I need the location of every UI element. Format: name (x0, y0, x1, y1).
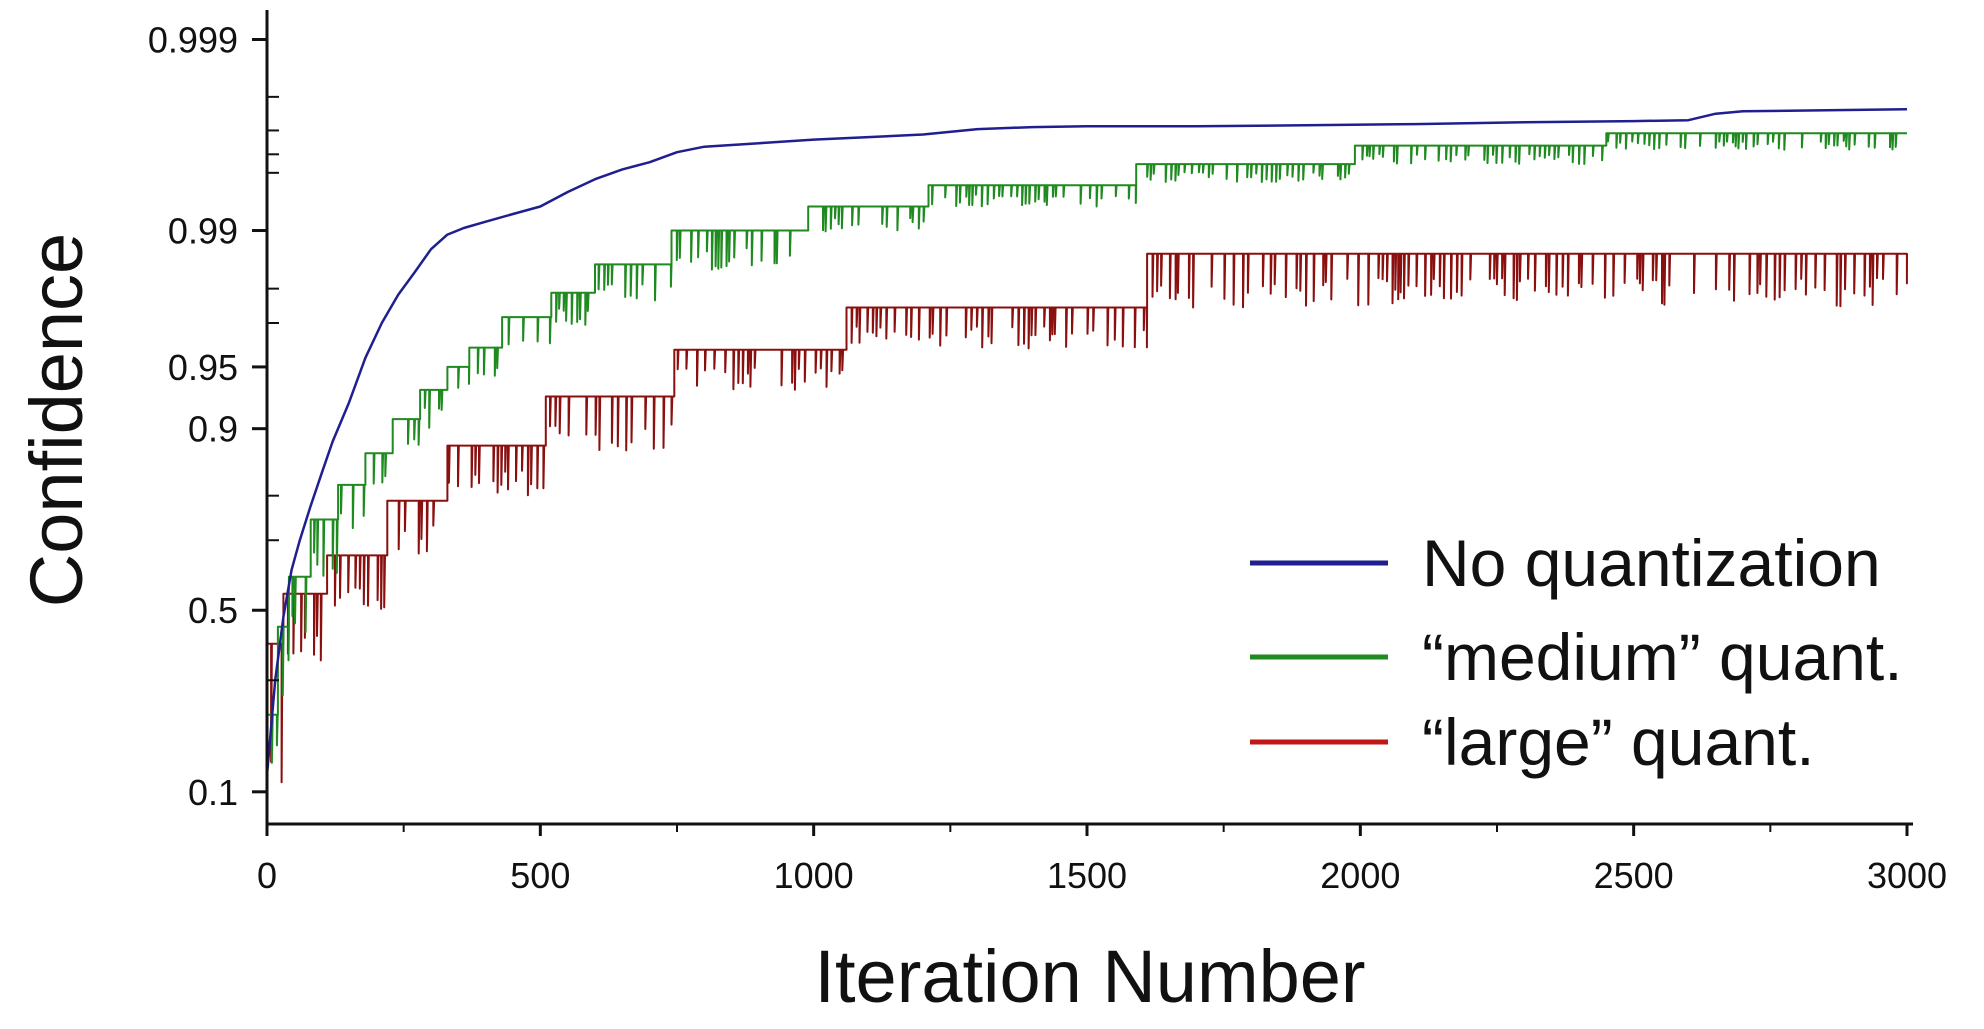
x-tick-label: 500 (510, 855, 570, 896)
legend: No quantization “medium” quant. “large” … (1250, 526, 1903, 779)
x-axis-title: Iteration Number (814, 935, 1365, 1018)
series-layer (265, 107, 1908, 784)
y-ticks: 0.1 0.5 0.9 0.95 0.99 0.999 (148, 19, 279, 813)
y-tick-label: 0.99 (168, 211, 238, 252)
x-tick-label: 0 (257, 855, 277, 896)
x-tick-label: 1000 (774, 855, 854, 896)
y-tick-label: 0.5 (188, 590, 238, 631)
legend-label-medium-quant: “medium” quant. (1422, 620, 1903, 694)
series-line-large-quant (267, 252, 1908, 784)
x-tick-label: 3000 (1867, 855, 1947, 896)
legend-entry-large-quant: “large” quant. (1250, 705, 1815, 779)
series-line-no-quantization (265, 107, 1908, 776)
axes (265, 10, 1913, 826)
x-ticks: 0 500 1000 1500 2000 2500 3000 (257, 824, 1947, 896)
x-tick-label: 1500 (1047, 855, 1127, 896)
y-tick-label: 0.1 (188, 772, 238, 813)
y-tick-label: 0.95 (168, 347, 238, 388)
legend-entry-no-quantization: No quantization (1250, 526, 1881, 600)
legend-label-large-quant: “large” quant. (1422, 705, 1815, 779)
x-tick-label: 2500 (1594, 855, 1674, 896)
legend-entry-medium-quant: “medium” quant. (1250, 620, 1903, 694)
legend-label-no-quantization: No quantization (1422, 526, 1881, 600)
series-line-medium-quant (267, 132, 1907, 764)
y-tick-label: 0.999 (148, 19, 238, 60)
x-tick-label: 2000 (1320, 855, 1400, 896)
y-tick-label: 0.9 (188, 409, 238, 450)
y-axis-title: Confidence (15, 233, 98, 607)
